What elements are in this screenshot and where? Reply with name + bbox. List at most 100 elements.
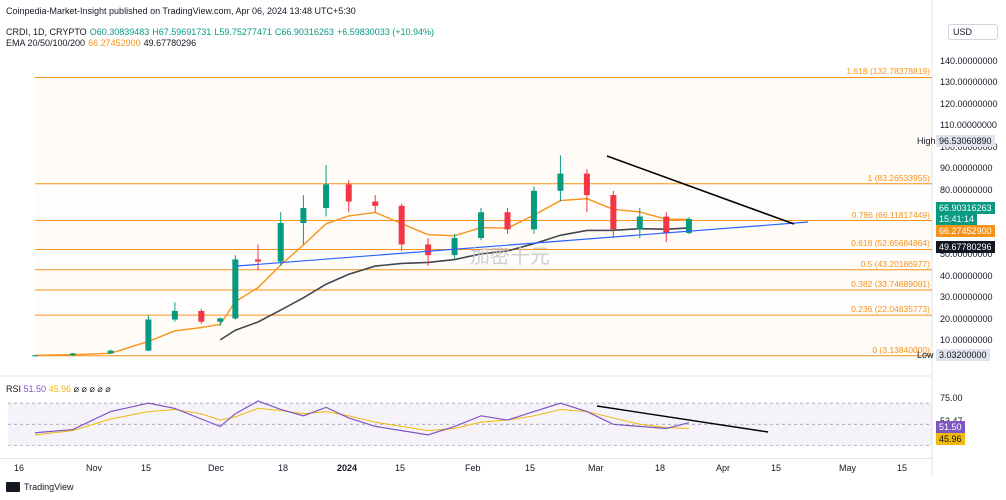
- rsi-tick-label: 75.00: [940, 392, 963, 403]
- ema-label[interactable]: EMA 20/50/100/200: [6, 38, 86, 48]
- candle: [69, 352, 76, 356]
- price-tick-label: 40.00000000: [940, 270, 993, 281]
- symbol-legend: CRDI, 1D, CRYPTO O60.30839483 H67.596917…: [6, 27, 434, 49]
- ema-long-tag: 49.67780296: [936, 241, 995, 253]
- candle: [145, 315, 152, 352]
- candle-body: [277, 222, 284, 262]
- candle-body: [530, 190, 537, 230]
- candle-body: [300, 207, 307, 223]
- fib-level-label: 0.236 (22.04835773): [851, 304, 930, 315]
- fib-level-label: 0.5 (43.20186977): [860, 258, 930, 269]
- fib-level-label: 0.786 (66.11817449): [851, 209, 930, 220]
- high-label: High: [917, 136, 936, 146]
- candle: [398, 203, 405, 251]
- ema-value-1: 66.27452900: [88, 38, 141, 48]
- candle: [198, 308, 205, 324]
- low-value: L59.75277471: [214, 27, 272, 37]
- candle: [636, 207, 643, 238]
- time-tick-label: Apr: [716, 463, 731, 473]
- ema-50-line: [34, 197, 689, 357]
- fib-level-label: 0.382 (33.74689091): [851, 279, 930, 290]
- ema-200-line: [219, 227, 689, 341]
- time-tick-label: 16: [14, 463, 25, 473]
- price-tick-label: 20.00000000: [940, 313, 993, 324]
- candle: [107, 349, 114, 354]
- rsi-divergence-line: [596, 405, 769, 433]
- price-tick-label: 90.00000000: [940, 163, 993, 174]
- watermark-logo: 加密十元: [470, 246, 550, 268]
- rsi-tick-label: 53.47: [940, 416, 963, 426]
- countdown-tag: 15:41:14: [936, 213, 978, 225]
- fib-level-label: 0 (3.13840000): [872, 344, 930, 355]
- symbol-name[interactable]: CRDI, 1D, CRYPTO: [6, 27, 87, 37]
- current-price-tag: 66.90316263: [936, 202, 995, 214]
- candle: [425, 237, 432, 266]
- candle-body: [398, 205, 405, 245]
- fib-band: [35, 315, 932, 356]
- candle: [217, 317, 224, 326]
- fib-band: [35, 77, 932, 184]
- time-tick-label: 18: [278, 463, 289, 473]
- time-tick-label: 15: [141, 463, 152, 473]
- change-value: +6.59830033 (+10.94%): [336, 27, 435, 37]
- low-value-tag: 3.03200000: [936, 349, 990, 361]
- ascending-trendline: [236, 221, 809, 267]
- candle-body: [217, 318, 224, 322]
- candle-body: [232, 259, 239, 319]
- candle-body: [32, 355, 38, 357]
- candle-body: [323, 184, 330, 208]
- rsi-label[interactable]: RSI: [6, 384, 22, 394]
- fib-level-label: 1.618 (132.78378819): [846, 66, 930, 77]
- candle: [504, 207, 511, 234]
- candle: [277, 212, 284, 266]
- time-tick-label: Nov: [86, 463, 103, 473]
- time-tick-label: Mar: [588, 463, 604, 473]
- time-tick-label: 2024: [337, 463, 358, 473]
- candle: [557, 155, 564, 202]
- rsi-value: 51.50: [23, 384, 47, 394]
- time-tick-label: 18: [655, 463, 666, 473]
- fib-level-label: 0.618 (52.65684864): [851, 238, 930, 249]
- candle: [345, 180, 352, 213]
- price-tick-label: 30.00000000: [940, 292, 993, 303]
- price-tick-label: 140.00000000: [940, 56, 998, 66]
- candle-body: [345, 184, 352, 202]
- price-tick-label: 10.00000000: [940, 335, 993, 345]
- candle: [232, 255, 239, 320]
- candle-body: [685, 218, 692, 234]
- high-value: H67.59691731: [152, 27, 212, 37]
- currency-selector[interactable]: USD: [948, 24, 998, 40]
- time-tick-label: 15: [395, 463, 406, 473]
- candle-body: [107, 350, 114, 354]
- candle: [171, 302, 178, 322]
- open-value: O60.30839483: [89, 27, 150, 37]
- candle-body: [610, 195, 617, 230]
- candle: [372, 195, 379, 213]
- time-tick-label: May: [839, 463, 857, 473]
- candle: [663, 212, 670, 243]
- price-tick-label: 50.00000000: [940, 249, 993, 260]
- candle-body: [69, 353, 76, 356]
- rsi-line: [34, 400, 690, 436]
- candle-body: [255, 259, 262, 262]
- price-tick-label: 80.00000000: [940, 184, 993, 195]
- candle-body: [583, 173, 590, 196]
- rsi-ma-value: 45.96: [48, 384, 72, 394]
- candle: [255, 244, 262, 271]
- price-tick-label: 130.00000000: [940, 77, 998, 88]
- candle-body: [198, 310, 205, 322]
- time-axis[interactable]: 16 Nov 15 Dec 18 2024 15 Feb 15 Mar 18 Apr 15 May 15: [0, 458, 932, 476]
- candle-body: [557, 173, 564, 191]
- candle: [610, 190, 617, 238]
- time-tick-label: 15: [525, 463, 536, 473]
- candle-body: [504, 212, 511, 230]
- candle: [530, 186, 537, 234]
- fib-level-label: 1 (83.26533955): [867, 172, 930, 183]
- candle-body: [663, 216, 670, 234]
- ema-short-tag: 66.27452900: [936, 225, 995, 237]
- close-value: C66.90316263: [274, 27, 334, 37]
- price-axis[interactable]: 140.00000000 130.00000000 120.00000000 110.…: [932, 0, 1006, 476]
- ema-value-2: 49.67780296: [143, 38, 197, 48]
- candle-body: [636, 216, 643, 230]
